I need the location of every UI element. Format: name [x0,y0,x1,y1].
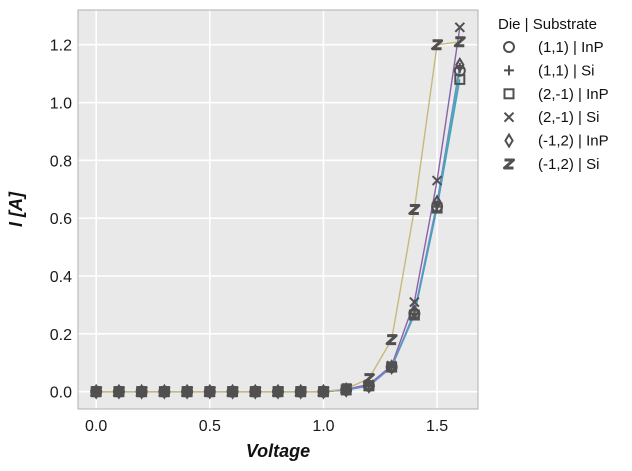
data-point [454,22,466,33]
legend-items: (1,1) | InP (1,1) | Si (2,-1) | InP (2,-1) … [503,39,609,173]
x-tick-label: 0.0 [85,418,107,435]
data-point [409,296,420,308]
y-tick-labels: 0.0 0.2 0.4 0.6 0.8 1.0 1.2 [50,38,72,402]
y-tick-label: 1.2 [50,38,72,55]
data-point [135,386,148,398]
legend-item: (2,-1) | Si [503,109,599,126]
legend-item: (1,1) | InP [503,39,604,56]
data-point [386,359,397,376]
data-point [90,386,103,398]
legend-label: (-1,2) | Si [538,156,599,173]
data-point [455,56,465,73]
legend-title: Die | Substrate [498,16,597,33]
legend-label: (2,-1) | InP [538,86,609,103]
legend: Die | Substrate (1,1) | InP (1,1) | Si (2,… [498,16,609,173]
series-markers [90,22,466,400]
data-point [408,204,421,215]
y-tick-label: 0.8 [50,153,72,170]
data-point [272,386,284,398]
series-points-5 [90,36,466,398]
data-point [181,386,194,398]
data-point [409,304,420,321]
legend-marker-plus [504,65,514,76]
legend-marker-square [503,88,515,100]
legend-label: (1,1) | Si [538,62,594,79]
data-point [432,194,442,211]
legend-label: (2,-1) | Si [538,109,599,126]
legend-item: (-1,2) | InP [504,132,609,150]
data-point [362,373,375,385]
legend-item: (-1,2) | Si [503,156,599,173]
x-axis-label: Voltage [246,441,310,461]
legend-label: (-1,2) | InP [538,133,609,150]
x-tick-label: 1.5 [426,418,448,435]
data-point [112,386,125,398]
y-tick-label: 0.2 [50,327,72,344]
legend-marker-z [503,158,515,170]
data-point [317,386,330,398]
data-point [226,386,239,398]
data-point [431,175,443,186]
legend-marker-diamond [504,132,514,149]
x-tick-label: 0.5 [199,418,221,435]
data-point [454,73,466,85]
legend-label: (1,1) | InP [538,39,604,56]
y-tick-label: 1.0 [50,96,72,113]
legend-item: (1,1) | Si [504,62,594,79]
x-tick-labels: 0.0 0.5 1.0 1.5 [85,418,448,435]
plot-frame [77,9,479,410]
data-point [340,383,353,395]
y-tick-label: 0.0 [50,385,72,402]
data-point [453,36,466,48]
data-point [158,386,171,398]
y-tick-label: 0.6 [50,211,72,228]
data-point [431,202,443,214]
data-point [431,39,444,51]
data-point [294,386,307,398]
plot-background [78,10,478,409]
legend-marker-x [503,111,515,123]
y-tick-label: 0.4 [50,269,72,286]
data-point [385,334,398,346]
legend-marker-circle [503,41,515,53]
legend-item: (2,-1) | InP [503,86,609,103]
y-axis-label: I [A] [6,191,26,227]
x-tick-label: 1.0 [312,418,334,435]
data-point [203,386,216,398]
data-point [249,386,262,398]
